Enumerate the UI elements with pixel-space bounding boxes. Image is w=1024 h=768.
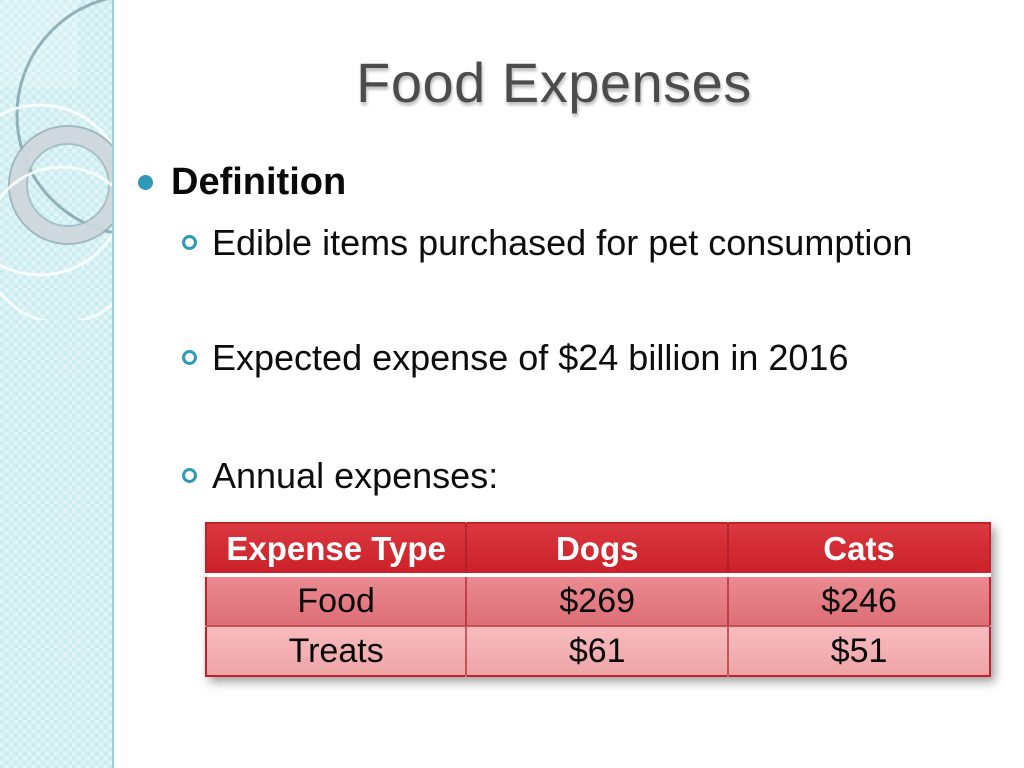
filled-circle-bullet-icon (138, 175, 153, 190)
cell-treats-cats: $51 (727, 625, 990, 676)
table-row-treats: Treats $61 $51 (206, 625, 990, 676)
sub-bullet-edible-items: Edible items purchased for pet consumpti… (182, 222, 912, 264)
header-dogs: Dogs (465, 523, 729, 577)
header-cats: Cats (727, 523, 990, 577)
table-header-row: Expense Type Dogs Cats (206, 523, 990, 577)
sub-bullet-text: Edible items purchased for pet consumpti… (212, 222, 913, 263)
bullet-definition-label: Definition (171, 161, 347, 203)
cell-food-label: Food (206, 575, 467, 626)
cell-food-cats: $246 (727, 575, 990, 626)
bullet-definition: Definition (138, 161, 346, 204)
slide-title: Food Expenses (356, 51, 752, 114)
sub-bullet-annual-expenses: Annual expenses: (182, 455, 498, 497)
cell-food-dogs: $269 (465, 575, 729, 626)
table-row-food: Food $269 $246 (206, 575, 990, 626)
sub-bullet-expected-expense: Expected expense of $24 billion in 2016 (182, 337, 848, 379)
cell-treats-label: Treats (206, 625, 467, 676)
concentric-circles-ornament-icon (0, 0, 112, 320)
sidebar-decoration (0, 0, 114, 768)
sub-bullet-text: Expected expense of $24 billion in 2016 (212, 337, 849, 378)
open-circle-bullet-icon (182, 350, 197, 365)
cell-treats-dogs: $61 (465, 625, 729, 676)
annual-expenses-table: Expense Type Dogs Cats Food $269 $246 Tr… (205, 522, 991, 677)
open-circle-bullet-icon (182, 468, 197, 483)
header-expense-type: Expense Type (206, 523, 467, 577)
sub-bullet-text: Annual expenses: (212, 455, 499, 496)
open-circle-bullet-icon (182, 235, 197, 250)
